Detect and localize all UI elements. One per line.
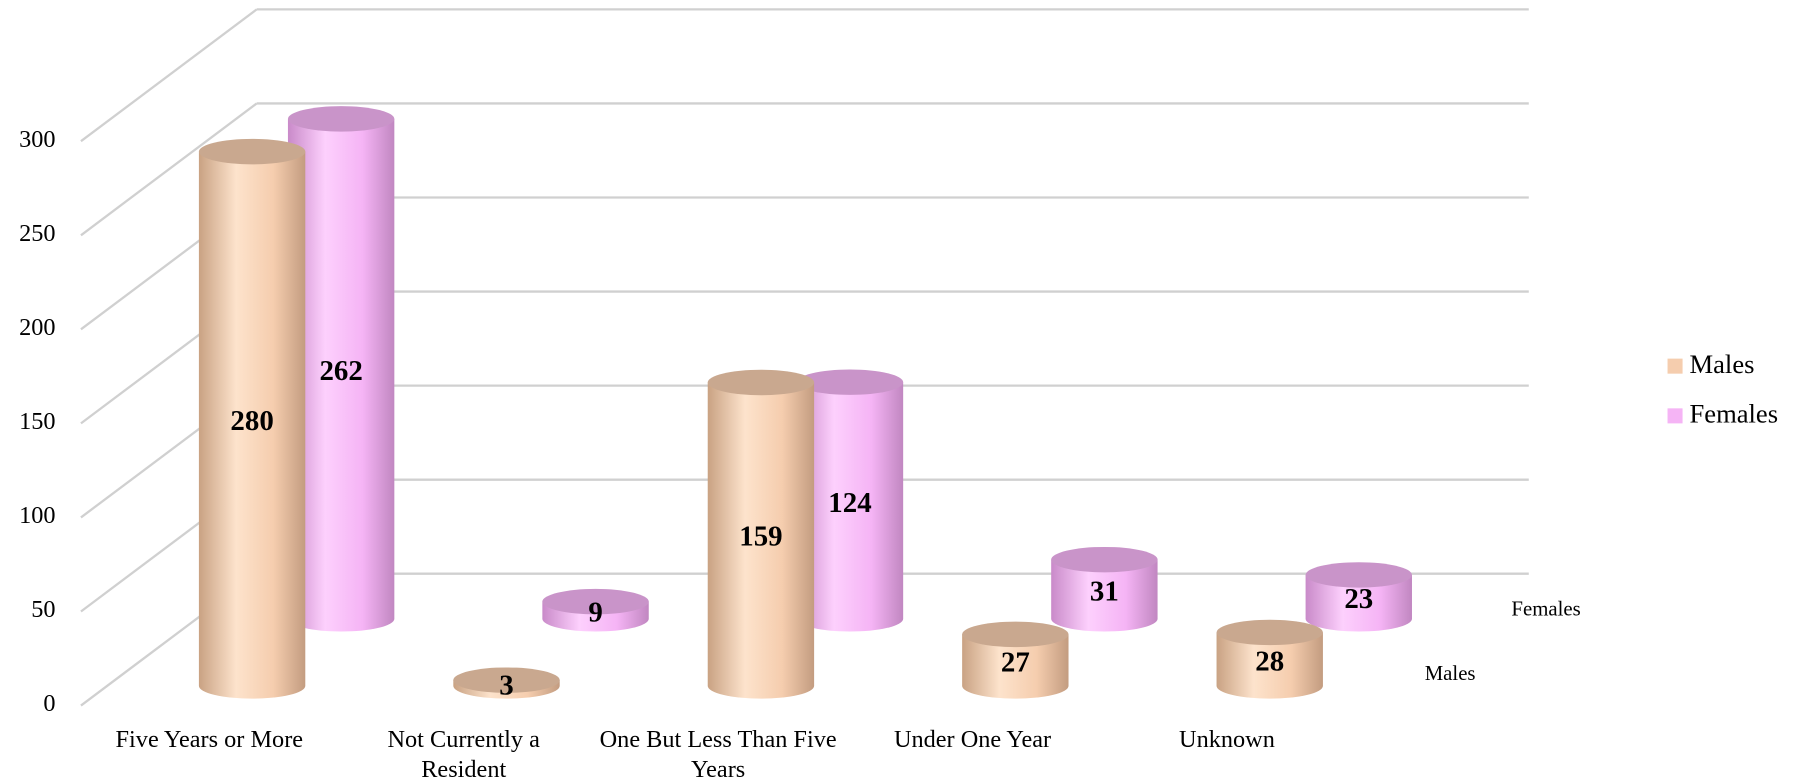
x-tick-label: One But Less Than Five Years xyxy=(599,725,837,782)
x-tick-label-box: Not Currently a Resident xyxy=(387,725,540,782)
y-tick-label: 0 xyxy=(43,690,55,717)
x-tick-label-box: Five Years or More xyxy=(115,725,304,753)
cylinder-top xyxy=(453,667,560,693)
cylinder-top xyxy=(1051,546,1158,573)
legend-label: Females xyxy=(1690,399,1779,429)
y-tick-label: 100 xyxy=(19,502,55,529)
x-tick-label-box: Under One Year xyxy=(893,725,1052,753)
data-label: 23 xyxy=(1344,583,1373,615)
cylinder xyxy=(962,634,1069,699)
y-tick-label: 200 xyxy=(19,314,55,341)
x-tick-label: Unknown xyxy=(1179,725,1275,753)
y-tick-label: 150 xyxy=(19,408,55,435)
data-label: 31 xyxy=(1090,576,1119,608)
x-tick-label: Five Years or More xyxy=(115,725,304,753)
depth-label: Females xyxy=(1511,596,1580,620)
cylinder xyxy=(796,382,904,632)
data-label: 9 xyxy=(588,596,602,628)
data-label: 124 xyxy=(828,487,871,519)
cylinder-top xyxy=(707,369,815,396)
cylinder-top xyxy=(198,138,306,165)
data-label: 280 xyxy=(230,405,273,437)
cylinder xyxy=(1216,632,1323,699)
cylinder xyxy=(1051,559,1158,632)
x-tick-label: Under One Year xyxy=(893,725,1052,753)
cylinder xyxy=(707,382,815,699)
legend-label: Males xyxy=(1690,349,1755,379)
y-tick-label: 300 xyxy=(19,126,55,153)
y-tick-label: 50 xyxy=(31,596,55,623)
cylinder-top xyxy=(796,369,904,395)
cylinder xyxy=(1305,574,1412,632)
x-tick-label-box: One But Less Than Five Years xyxy=(599,725,837,782)
data-label: 27 xyxy=(1001,646,1030,678)
legend-swatch xyxy=(1667,358,1683,374)
depth-label: Males xyxy=(1425,661,1476,685)
x-tick-label-box: Unknown xyxy=(1179,725,1275,753)
data-label: 262 xyxy=(319,355,362,387)
grid-line xyxy=(80,102,258,237)
cylinder xyxy=(287,118,395,632)
cylinder-top xyxy=(1305,562,1412,588)
cylinder-top xyxy=(542,588,649,615)
y-tick-label: 250 xyxy=(19,220,55,247)
cylinder-top xyxy=(287,106,395,132)
grid-line xyxy=(80,8,258,143)
x-tick-label: Not Currently a Resident xyxy=(387,725,540,782)
data-label: 3 xyxy=(499,669,513,701)
data-label: 159 xyxy=(739,520,782,552)
legend-swatch xyxy=(1667,408,1683,424)
cylinder xyxy=(198,151,306,699)
cylinder-top xyxy=(962,621,1069,648)
cylinder-top xyxy=(1216,619,1323,646)
data-label: 28 xyxy=(1255,645,1284,677)
